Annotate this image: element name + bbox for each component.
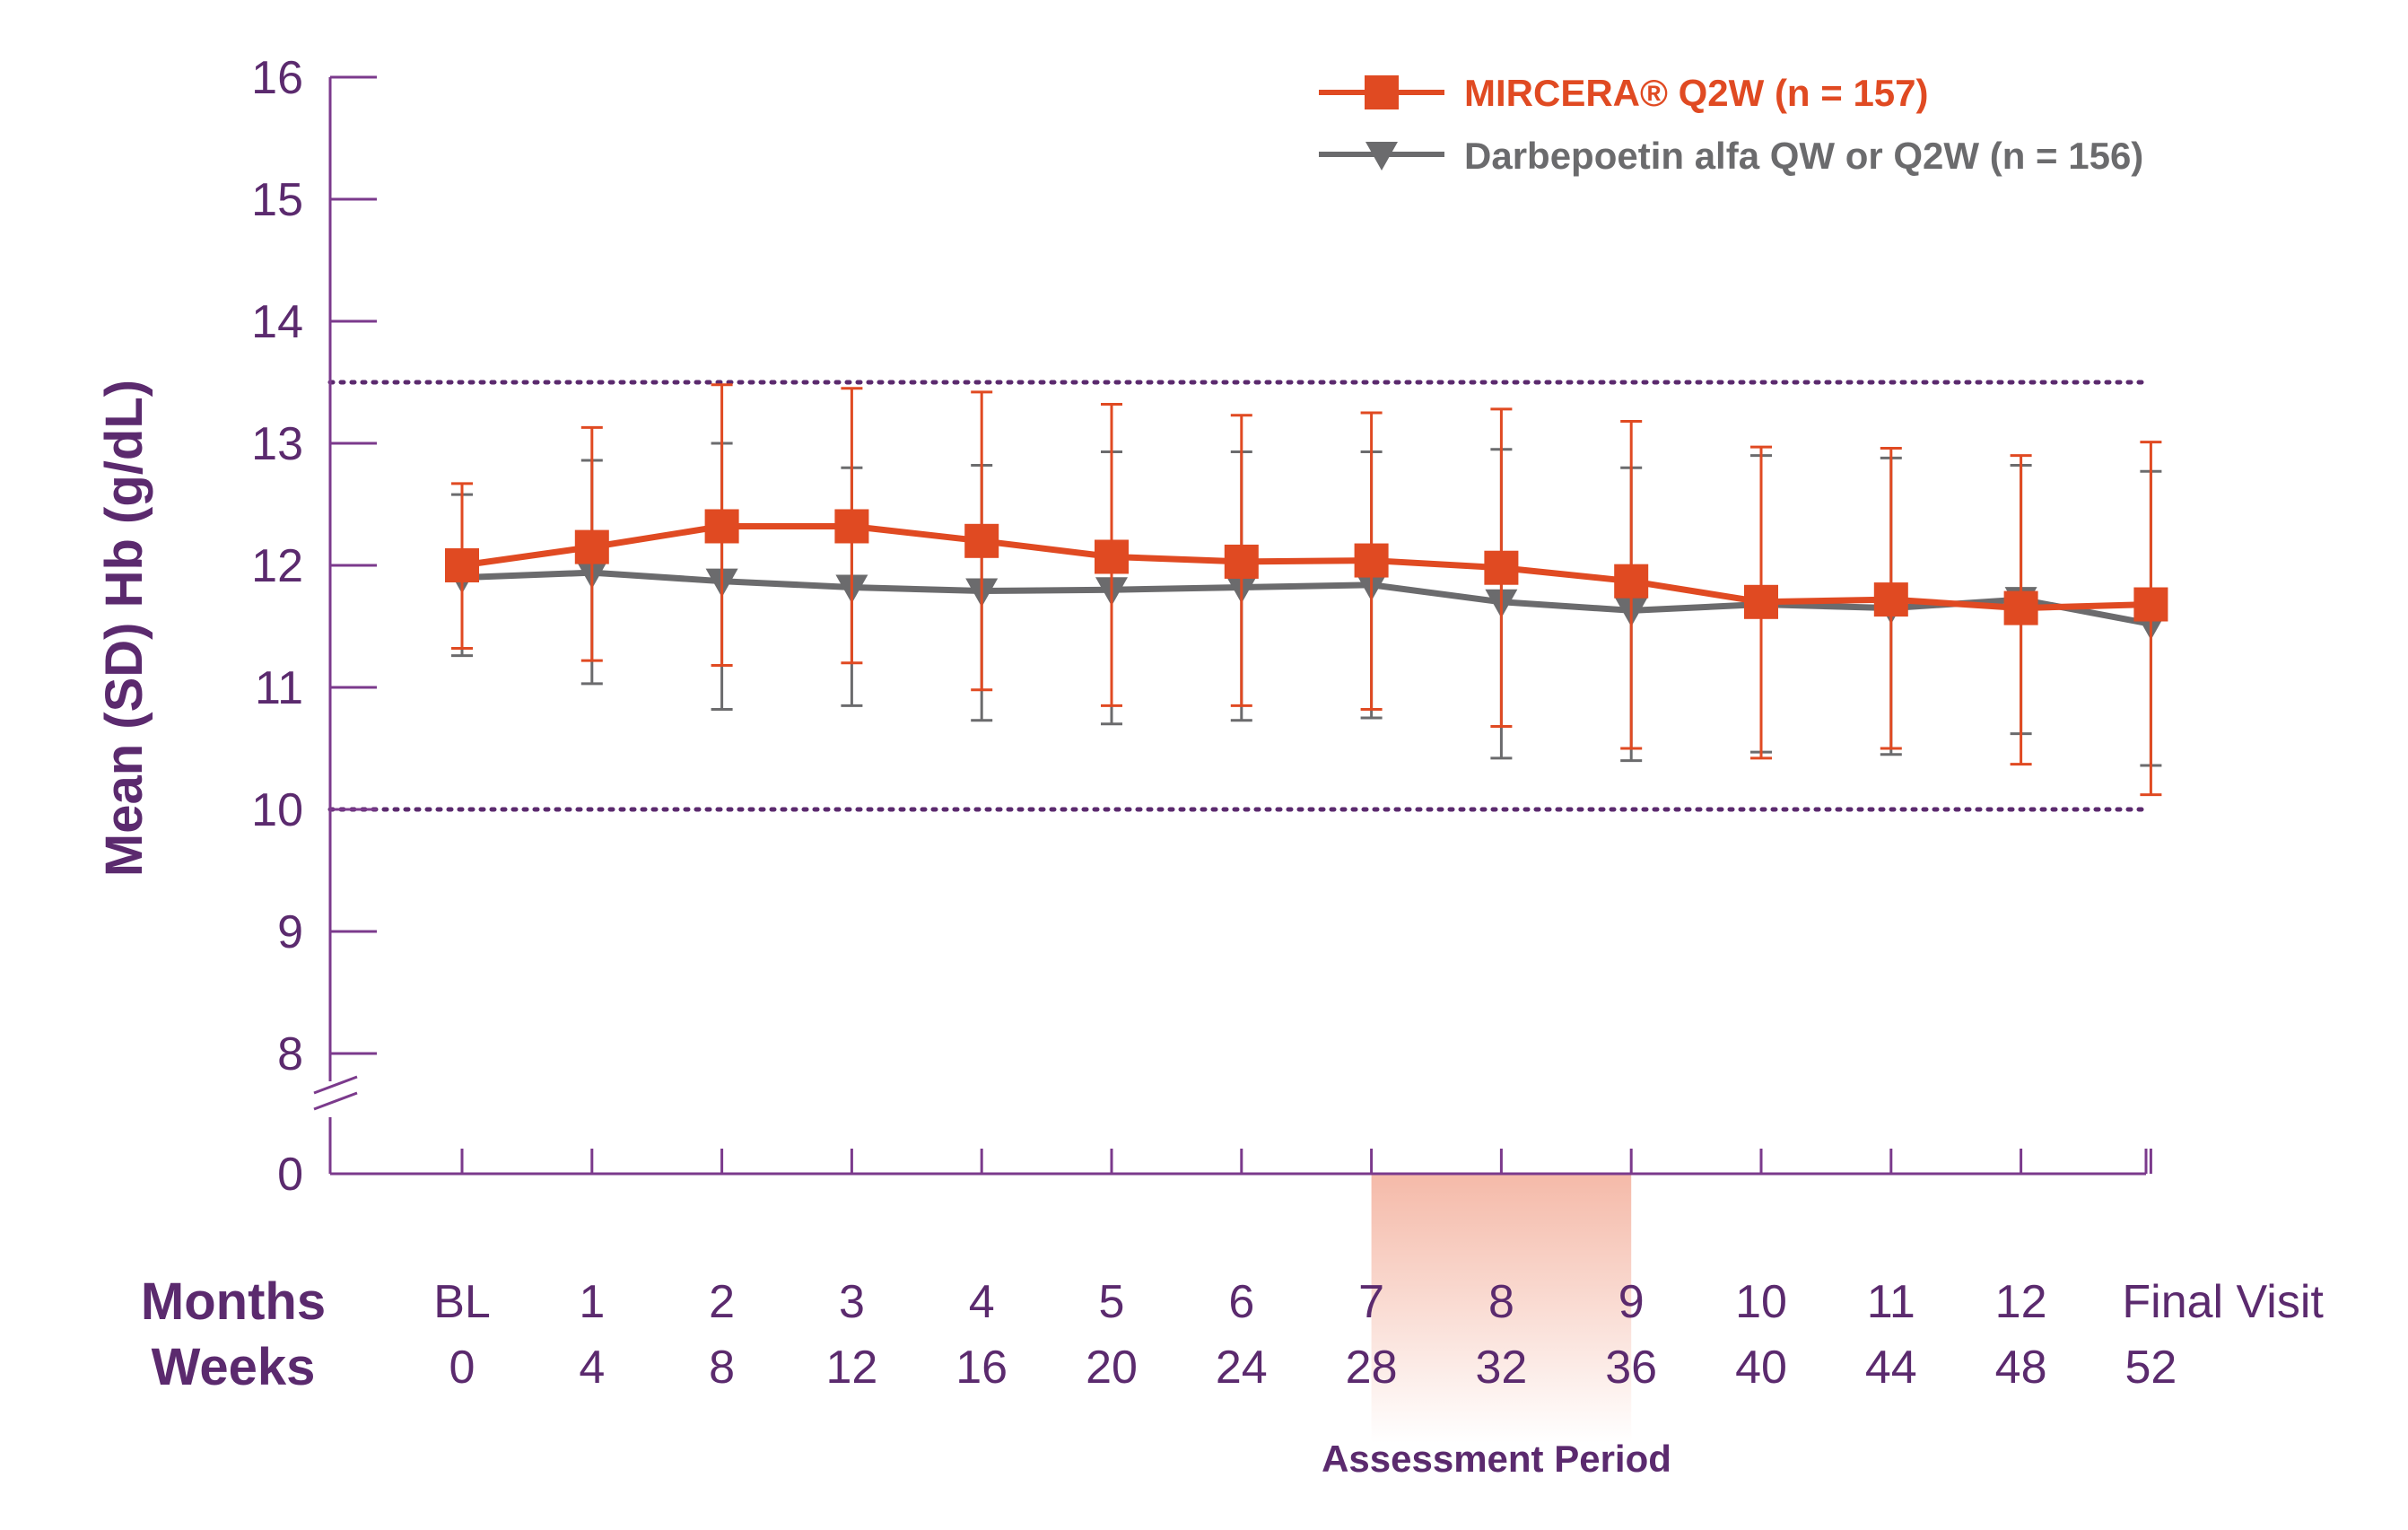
legend: MIRCERA® Q2W (n = 157) Darbepoetin alfa … [1319, 72, 2143, 177]
week-label: 32 [1475, 1342, 1527, 1394]
month-label: 8 [1488, 1276, 1514, 1328]
data-point [964, 523, 999, 558]
y-tick-label: 13 [251, 418, 303, 470]
y-axis-label: Mean (SD) Hb (g/dL) [95, 380, 153, 877]
data-point [574, 529, 609, 564]
y-tick-label: 12 [251, 540, 303, 592]
series-mircera [445, 383, 2168, 797]
y-tick-label: 14 [251, 296, 303, 348]
series-darbepoetin [446, 442, 2168, 767]
month-label: 5 [1099, 1276, 1125, 1328]
legend-mircera-label: MIRCERA® Q2W (n = 157) [1464, 72, 1929, 114]
week-label: 0 [449, 1342, 475, 1394]
data-point [1354, 543, 1389, 578]
month-label: BL [433, 1276, 491, 1328]
y-tick-label: 15 [251, 174, 303, 226]
data-point [1484, 550, 1519, 585]
week-label: 24 [1216, 1342, 1268, 1394]
series-line [461, 522, 2151, 612]
week-label: 36 [1605, 1342, 1657, 1394]
week-label: 12 [825, 1342, 877, 1394]
month-label: 3 [839, 1276, 865, 1328]
data-point [1224, 544, 1259, 579]
y-tick-label: 16 [251, 52, 303, 104]
week-label: 16 [955, 1342, 1008, 1394]
y-ticks: 16 15 14 13 12 11 10 9 8 0 [251, 52, 377, 1201]
month-label: 4 [969, 1276, 995, 1328]
week-label: 40 [1735, 1342, 1787, 1394]
data-point [834, 509, 869, 544]
month-label: 11 [1867, 1276, 1915, 1328]
assessment-period-label: Assessment Period [1322, 1438, 1671, 1480]
week-label: 48 [1995, 1342, 2047, 1394]
months-row-title: Months [141, 1272, 326, 1331]
month-label: 10 [1735, 1276, 1787, 1328]
data-point [445, 548, 479, 582]
x-ticks [460, 1149, 2152, 1174]
month-label: 7 [1358, 1276, 1384, 1328]
y-tick-label: 11 [255, 662, 303, 714]
week-label: 52 [2124, 1342, 2177, 1394]
month-label: 1 [579, 1276, 605, 1328]
weeks-row-title: Weeks [152, 1338, 316, 1396]
legend-darbepoetin-label: Darbepoetin alfa QW or Q2W (n = 156) [1464, 135, 2143, 177]
data-point [1873, 582, 1908, 617]
axes [313, 77, 2146, 1176]
week-label: 44 [1865, 1342, 1917, 1394]
y-tick-label: 9 [277, 906, 303, 958]
data-point [2133, 587, 2168, 622]
data-point [704, 509, 739, 544]
reference-lines [327, 380, 2149, 812]
legend-darbepoetin-marker [1365, 142, 1398, 170]
axis-break-mark [313, 1075, 358, 1095]
y-tick-label-zero: 0 [277, 1149, 303, 1201]
legend-mircera-marker [1365, 75, 1399, 109]
series-line [461, 569, 2152, 627]
month-label: 2 [709, 1276, 735, 1328]
week-label: 4 [579, 1342, 605, 1394]
data-point [1095, 539, 1129, 574]
week-label: 8 [709, 1342, 735, 1394]
month-label: Final Visit [2122, 1276, 2324, 1328]
y-tick-label: 10 [251, 784, 303, 836]
axis-break-mark [313, 1091, 358, 1111]
month-label: 12 [1995, 1276, 2047, 1328]
y-tick-label: 8 [277, 1028, 303, 1080]
assessment-period-band [1371, 1174, 1632, 1443]
week-label: 28 [1346, 1342, 1398, 1394]
month-label: 6 [1228, 1276, 1254, 1328]
data-point [1614, 564, 1649, 599]
month-label: 9 [1618, 1276, 1645, 1328]
week-label: 20 [1086, 1342, 1138, 1394]
data-point [2003, 590, 2038, 625]
data-point [1744, 584, 1778, 619]
